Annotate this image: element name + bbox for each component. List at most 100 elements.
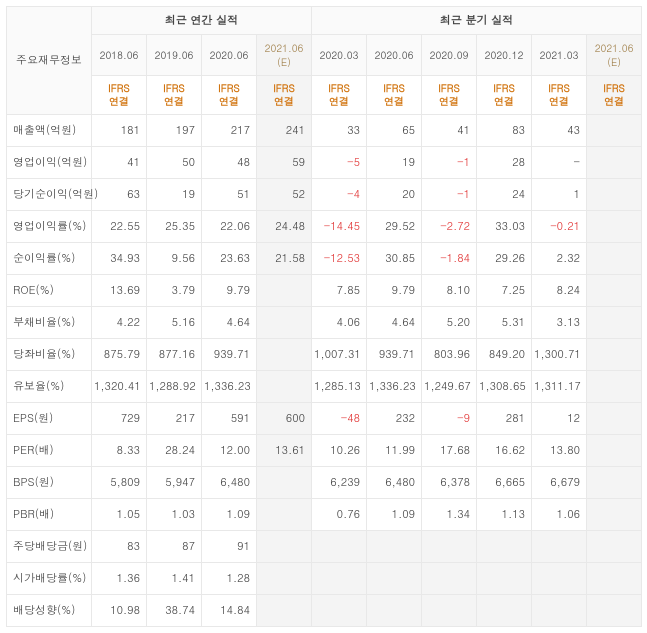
- cell-value: [532, 563, 587, 595]
- row-label: 영업이익(억원): [7, 147, 92, 179]
- header-group-annual: 최근 연간 실적: [92, 7, 312, 35]
- cell-value: 849.20: [477, 339, 532, 371]
- cell-value: 181: [92, 115, 147, 147]
- cell-value: 29.52: [367, 211, 422, 243]
- cell-value: 197: [147, 115, 202, 147]
- cell-value: -1: [422, 147, 477, 179]
- cell-value: [587, 307, 642, 339]
- header-basis: IFRS연결: [532, 76, 587, 115]
- row-label: BPS(원): [7, 467, 92, 499]
- header-period: 2020.09: [422, 35, 477, 76]
- cell-value: 281: [477, 403, 532, 435]
- cell-value: 23.63: [202, 243, 257, 275]
- cell-value: [587, 371, 642, 403]
- cell-value: 83: [477, 115, 532, 147]
- cell-value: 2.32: [532, 243, 587, 275]
- cell-value: 28.24: [147, 435, 202, 467]
- cell-value: [587, 531, 642, 563]
- row-label: 당좌비율(%): [7, 339, 92, 371]
- table-row: PBR(배)1.051.031.090.761.091.341.131.06: [7, 499, 642, 531]
- cell-value: [257, 499, 312, 531]
- row-label: 시가배당률(%): [7, 563, 92, 595]
- cell-value: 8.10: [422, 275, 477, 307]
- row-label: 배당성향(%): [7, 595, 92, 627]
- cell-value: [257, 595, 312, 627]
- cell-value: 1.34: [422, 499, 477, 531]
- cell-value: 29.26: [477, 243, 532, 275]
- row-label: 매출액(억원): [7, 115, 92, 147]
- cell-value: 12: [532, 403, 587, 435]
- cell-value: 1: [532, 179, 587, 211]
- table-row: 영업이익(억원)41504859-519-128-: [7, 147, 642, 179]
- header-basis-scope: 연결: [534, 95, 584, 108]
- header-basis-scope: 연결: [94, 95, 144, 108]
- cell-value: 1,285.13: [312, 371, 367, 403]
- cell-value: 1.06: [532, 499, 587, 531]
- cell-value: [257, 531, 312, 563]
- table-row: 순이익률(%)34.939.5623.6321.58-12.5330.85-1.…: [7, 243, 642, 275]
- row-label: 부채비율(%): [7, 307, 92, 339]
- cell-value: 30.85: [367, 243, 422, 275]
- cell-value: -4: [312, 179, 367, 211]
- cell-value: 65: [367, 115, 422, 147]
- cell-value: 217: [147, 403, 202, 435]
- row-label: 순이익률(%): [7, 243, 92, 275]
- cell-value: -1.84: [422, 243, 477, 275]
- cell-value: 14.84: [202, 595, 257, 627]
- header-period: 2018.06: [92, 35, 147, 76]
- header-basis: IFRS연결: [147, 76, 202, 115]
- cell-value: [587, 147, 642, 179]
- table-row: BPS(원)5,8095,9476,4806,2396,4806,3786,66…: [7, 467, 642, 499]
- cell-value: 1,311.17: [532, 371, 587, 403]
- header-basis: IFRS연결: [422, 76, 477, 115]
- cell-value: [367, 595, 422, 627]
- cell-value: [587, 211, 642, 243]
- cell-value: [587, 339, 642, 371]
- cell-value: 25.35: [147, 211, 202, 243]
- header-basis: IFRS연결: [477, 76, 532, 115]
- cell-value: 87: [147, 531, 202, 563]
- cell-value: 22.55: [92, 211, 147, 243]
- cell-value: 9.56: [147, 243, 202, 275]
- header-basis-scope: 연결: [314, 95, 364, 108]
- row-label: 유보율(%): [7, 371, 92, 403]
- header-basis-scope: 연결: [424, 95, 474, 108]
- cell-value: 91: [202, 531, 257, 563]
- cell-value: 6,378: [422, 467, 477, 499]
- cell-value: 1.05: [92, 499, 147, 531]
- table-row: 부채비율(%)4.225.164.644.064.645.205.313.13: [7, 307, 642, 339]
- cell-value: 1.09: [367, 499, 422, 531]
- cell-value: 3.79: [147, 275, 202, 307]
- cell-value: 13.61: [257, 435, 312, 467]
- cell-value: 41: [422, 115, 477, 147]
- cell-value: [587, 435, 642, 467]
- cell-value: 0.76: [312, 499, 367, 531]
- cell-value: 591: [202, 403, 257, 435]
- table-row: ROE(%)13.693.799.797.859.798.107.258.24: [7, 275, 642, 307]
- cell-value: 33: [312, 115, 367, 147]
- cell-value: 24: [477, 179, 532, 211]
- cell-value: 939.71: [202, 339, 257, 371]
- header-group-quarter: 최근 분기 실적: [312, 7, 642, 35]
- table-row: 시가배당률(%)1.361.411.28: [7, 563, 642, 595]
- cell-value: 24.48: [257, 211, 312, 243]
- header-period: 2020.06: [367, 35, 422, 76]
- cell-value: [257, 467, 312, 499]
- cell-value: [532, 595, 587, 627]
- cell-value: 43: [532, 115, 587, 147]
- cell-value: 1,007.31: [312, 339, 367, 371]
- cell-value: 50: [147, 147, 202, 179]
- cell-value: 21.58: [257, 243, 312, 275]
- cell-value: 83: [92, 531, 147, 563]
- table-row: PER(배)8.3328.2412.0013.6110.2611.9917.68…: [7, 435, 642, 467]
- cell-value: 5.31: [477, 307, 532, 339]
- cell-value: 1,336.23: [202, 371, 257, 403]
- cell-value: 19: [147, 179, 202, 211]
- cell-value: 600: [257, 403, 312, 435]
- cell-value: 13.80: [532, 435, 587, 467]
- cell-value: -12.53: [312, 243, 367, 275]
- cell-value: [587, 467, 642, 499]
- header-basis: IFRS연결: [202, 76, 257, 115]
- cell-value: 13.69: [92, 275, 147, 307]
- header-period: 2020.12: [477, 35, 532, 76]
